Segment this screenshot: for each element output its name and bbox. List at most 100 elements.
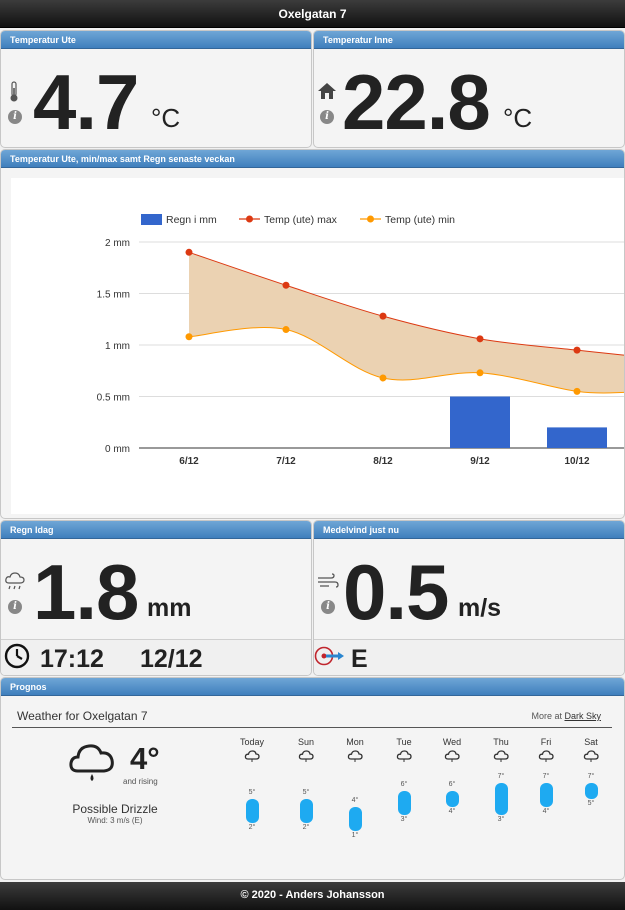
- forecast-header: Weather for Oxelgatan 7: [17, 709, 148, 723]
- cloud-icon: [244, 750, 260, 762]
- y-tick-label: 1 mm: [105, 341, 130, 352]
- day-name: Sun: [297, 737, 314, 747]
- cloud-icon: [298, 750, 314, 762]
- temp-trend: and rising: [123, 777, 158, 786]
- legend-marker: [367, 215, 374, 223]
- temp-ute-unit: °C: [151, 103, 181, 133]
- temp-range-bar: [495, 783, 508, 815]
- forecast-day: Fri 7° 4°: [526, 737, 566, 867]
- panel-title: Prognos: [1, 678, 624, 696]
- day-high: 4°: [351, 797, 359, 804]
- forecast-day: Mon 4° 1°: [335, 737, 375, 867]
- temp-range-bar: [540, 783, 553, 807]
- cloud-icon: [583, 750, 599, 762]
- panel-title: Regn Idag: [1, 521, 311, 539]
- day-low: 4°: [448, 808, 456, 815]
- day-name: Today: [239, 737, 265, 747]
- temp-range-bar: [446, 791, 459, 807]
- clock-icon: [4, 643, 30, 669]
- chart-area: 0 mm 0.5 mm 1 mm 1.5 mm 2 mm 6/12 7/12 8/12 9/12…: [11, 178, 624, 514]
- forecast-day: Sun 5° 2°: [286, 737, 326, 867]
- temp-min-point: [282, 326, 290, 334]
- legend-marker: [246, 215, 253, 223]
- forecast-wind: Wind: 3 m/s (E): [87, 816, 143, 825]
- info-icon[interactable]: i: [8, 110, 22, 124]
- page-title: Oxelgatan 7: [278, 7, 347, 21]
- temp-max-point: [573, 346, 581, 354]
- x-tick-label: 8/12: [373, 456, 393, 467]
- copyright: © 2020 - Anders Johansson: [240, 889, 385, 901]
- temp-min-point: [573, 387, 581, 395]
- x-tick-label: 9/12: [470, 456, 490, 467]
- panel-title: Temperatur Inne: [314, 31, 624, 49]
- y-tick-label: 2 mm: [105, 238, 130, 249]
- day-low: 1°: [351, 832, 359, 839]
- panel-vind: Medelvind just nu i 0.5 m/s E: [313, 520, 625, 676]
- info-icon[interactable]: i: [320, 110, 334, 124]
- rain-bar: [450, 396, 510, 448]
- regn-value: 1.8: [33, 548, 139, 636]
- cloud-icon: [347, 750, 363, 762]
- day-name: Mon: [346, 737, 364, 747]
- drizzle-cloud-icon: [69, 744, 114, 781]
- info-icon[interactable]: i: [8, 600, 22, 614]
- regn-unit: mm: [147, 594, 192, 622]
- day-high: 7°: [497, 773, 505, 780]
- forecast-day: Today 5° 2°: [232, 737, 272, 867]
- current-temp: 4°: [130, 741, 160, 776]
- regn-time-row: 17:12 12/12: [1, 639, 311, 675]
- forecast-summary: Possible Drizzle: [72, 802, 158, 816]
- day-name: Tue: [396, 737, 412, 747]
- temp-max-point: [185, 248, 193, 256]
- temp-range-bar: [246, 799, 259, 823]
- wind-icon: [318, 573, 339, 588]
- forecast-source: More at Dark Sky: [531, 711, 601, 721]
- legend-label: Temp (ute) max: [264, 214, 338, 226]
- rain-cloud-icon: [5, 572, 25, 590]
- day-high: 5°: [248, 789, 256, 796]
- day-high: 6°: [448, 781, 456, 788]
- house-icon: [318, 83, 336, 99]
- day-high: 6°: [400, 781, 408, 788]
- compass-direction-icon: [314, 646, 344, 666]
- panel-title: Temperatur Ute, min/max samt Regn senast…: [1, 150, 624, 168]
- x-tick-label: 6/12: [179, 456, 199, 467]
- forecast-widget: Weather for Oxelgatan 7 More at Dark Sky…: [10, 699, 615, 869]
- day-low: 4°: [542, 808, 550, 815]
- vind-unit: m/s: [458, 594, 502, 622]
- more-at-label: More at: [531, 711, 562, 721]
- regn-date: 12/12: [140, 645, 203, 673]
- day-low: 3°: [497, 816, 505, 823]
- chart: 0 mm 0.5 mm 1 mm 1.5 mm 2 mm 6/12 7/12 8/12 9/12…: [97, 214, 624, 467]
- rain-bar: [547, 427, 607, 448]
- day-name: Wed: [442, 737, 462, 747]
- temp-ute-value: 4.7: [33, 58, 139, 146]
- day-low: 2°: [302, 824, 310, 831]
- vind-direction-row: E: [314, 639, 624, 675]
- temp-max-point: [476, 335, 484, 343]
- legend-label: Temp (ute) min: [385, 214, 455, 226]
- cloud-icon: [396, 750, 412, 762]
- y-tick-label: 1.5 mm: [97, 290, 130, 301]
- temp-inne-unit: °C: [503, 103, 533, 133]
- panel-title: Medelvind just nu: [314, 521, 624, 539]
- forecast-day: Thu 7° 3°: [481, 737, 521, 867]
- info-icon[interactable]: i: [321, 600, 335, 614]
- temp-inne-value: 22.8: [342, 58, 491, 146]
- legend-label: Regn i mm: [166, 214, 217, 226]
- dark-sky-link[interactable]: Dark Sky: [564, 711, 601, 721]
- forecast-day: Tue 6° 3°: [384, 737, 424, 867]
- panel-temp-inne: Temperatur Inne i 22.8 °C: [313, 30, 625, 148]
- app-header: Oxelgatan 7: [0, 0, 625, 28]
- temp-min-point: [379, 374, 387, 382]
- y-tick-label: 0 mm: [105, 444, 130, 455]
- regn-time: 17:12: [40, 645, 104, 673]
- day-name: Sat: [584, 737, 598, 747]
- footer: © 2020 - Anders Johansson: [0, 882, 625, 910]
- temp-range-bar: [300, 799, 313, 823]
- day-low: 3°: [400, 816, 408, 823]
- legend-swatch: [141, 214, 162, 225]
- divider: [12, 727, 612, 728]
- y-tick-label: 0.5 mm: [97, 393, 130, 404]
- vind-value: 0.5: [343, 548, 449, 636]
